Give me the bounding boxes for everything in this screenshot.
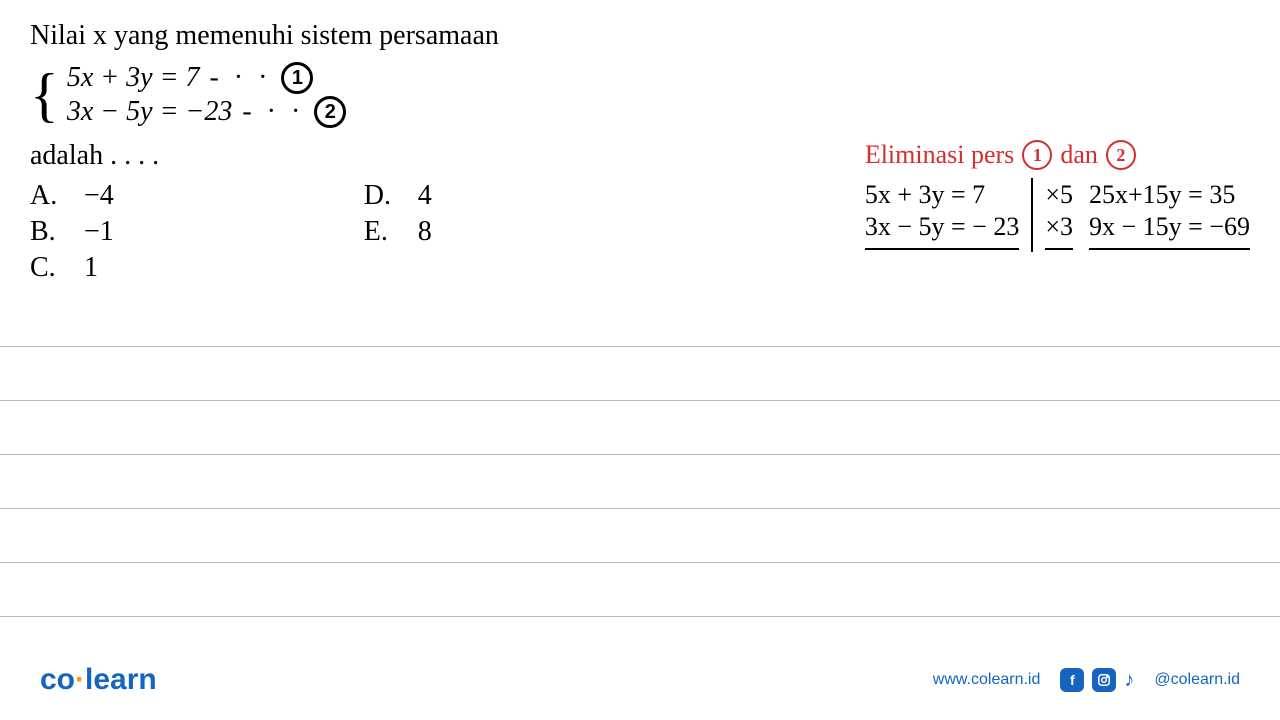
rule-line [0, 454, 1280, 455]
options-col-right: D. 4 E. 8 [364, 180, 432, 284]
logo-dot: · [75, 663, 85, 696]
hw-right-col: 25x+15y = 35 9x − 15y = −69 [1085, 178, 1250, 252]
option-c: C. 1 [30, 252, 114, 284]
hw-left-col: 5x + 3y = 7 3x − 5y = − 23 [865, 178, 1034, 252]
footer: co·learn www.colearn.id f ♪ @colearn.id [0, 640, 1280, 720]
hw-r2-right: 9x − 15y = −69 [1089, 212, 1250, 250]
option-d-value: 4 [418, 180, 432, 212]
hw-elimination: 5x + 3y = 7 3x − 5y = − 23 ×5 ×3 25x+15y… [865, 178, 1250, 252]
handwritten-work: Eliminasi pers 1 dan 2 5x + 3y = 7 3x − … [865, 140, 1250, 252]
footer-handle: @colearn.id [1154, 671, 1240, 689]
option-a-value: −4 [84, 180, 114, 212]
hw-r1-mult: ×5 [1045, 180, 1073, 210]
hw-title: Eliminasi pers 1 dan 2 [865, 140, 1250, 170]
social-icons: f ♪ [1060, 668, 1134, 692]
footer-url: www.colearn.id [933, 671, 1041, 689]
hw-title-text: Eliminasi pers [865, 140, 1014, 170]
ruled-lines [0, 346, 1280, 670]
eq2-number-circle: 2 [314, 96, 346, 128]
footer-right: www.colearn.id f ♪ @colearn.id [933, 668, 1240, 692]
hw-r1-left: 5x + 3y = 7 [865, 180, 1020, 210]
hw-circle-1: 1 [1022, 140, 1052, 170]
logo-co: co [40, 663, 75, 696]
eq1-dots: - · · [209, 62, 271, 94]
logo: co·learn [40, 663, 157, 697]
options-col-left: A. −4 B. −1 C. 1 [30, 180, 114, 284]
question-prompt: Nilai x yang memenuhi sistem persamaan [30, 20, 1250, 52]
option-e-letter: E. [364, 216, 394, 248]
rule-line [0, 562, 1280, 563]
instagram-icon [1092, 668, 1116, 692]
eq2-text: 3x − 5y = −23 [67, 96, 233, 128]
tiktok-icon: ♪ [1124, 669, 1134, 692]
hw-mult-col: ×5 ×3 [1033, 178, 1085, 252]
option-e-value: 8 [418, 216, 432, 248]
equation-system: { 5x + 3y = 7 - · · 1 3x − 5y = −23 - · … [30, 60, 1250, 130]
left-brace: { [30, 65, 59, 125]
rule-line [0, 346, 1280, 347]
option-a-letter: A. [30, 180, 60, 212]
equation-lines: 5x + 3y = 7 - · · 1 3x − 5y = −23 - · · … [67, 60, 347, 130]
eq1-number-circle: 1 [281, 62, 313, 94]
option-c-letter: C. [30, 252, 60, 284]
logo-learn: learn [85, 663, 157, 696]
hw-title-mid: dan [1060, 140, 1098, 170]
hw-circle-2: 2 [1106, 140, 1136, 170]
rule-line [0, 400, 1280, 401]
option-d-letter: D. [364, 180, 394, 212]
option-e: E. 8 [364, 216, 432, 248]
rule-line [0, 616, 1280, 617]
hw-r2-mult: ×3 [1045, 212, 1073, 250]
option-b-letter: B. [30, 216, 60, 248]
eq2-dots: - · · [242, 96, 304, 128]
option-b-value: −1 [84, 216, 114, 248]
option-d: D. 4 [364, 180, 432, 212]
eq1-text: 5x + 3y = 7 [67, 62, 200, 94]
facebook-icon: f [1060, 668, 1084, 692]
equation-1: 5x + 3y = 7 - · · 1 [67, 62, 347, 94]
hw-r2-left: 3x − 5y = − 23 [865, 212, 1020, 250]
rule-line [0, 508, 1280, 509]
content-area: Nilai x yang memenuhi sistem persamaan {… [0, 0, 1280, 620]
option-a: A. −4 [30, 180, 114, 212]
option-c-value: 1 [84, 252, 98, 284]
equation-2: 3x − 5y = −23 - · · 2 [67, 96, 347, 128]
hw-r1-right: 25x+15y = 35 [1089, 180, 1250, 210]
option-b: B. −1 [30, 216, 114, 248]
